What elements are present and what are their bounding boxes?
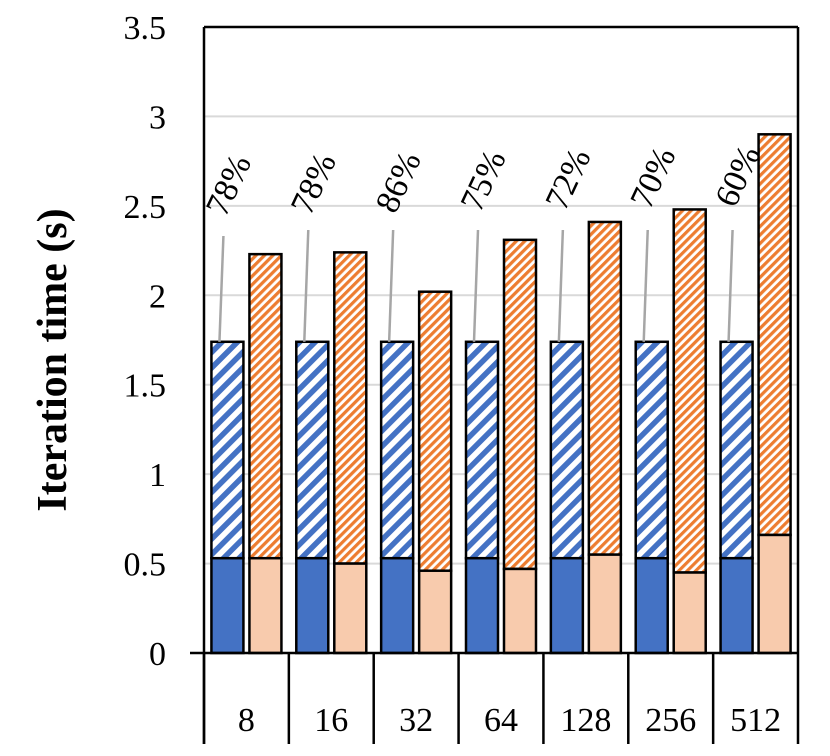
y-tick-label: 1 bbox=[149, 457, 166, 494]
annotation-leader-line bbox=[387, 229, 395, 342]
y-axis-label: Iteration time (s) bbox=[30, 208, 76, 511]
y-tick-label: 1.5 bbox=[124, 368, 167, 405]
x-tick-labels: 8 16 32 64 128 256 512 bbox=[238, 702, 781, 739]
bar-blue-solid-8 bbox=[210, 556, 245, 655]
y-tick-label: 3.5 bbox=[124, 10, 167, 47]
bar-blue-solid-16 bbox=[295, 556, 330, 655]
bar-orange-hatched-64 bbox=[502, 238, 538, 571]
annotation-leader-lines bbox=[218, 229, 734, 342]
bar-orange-hatched-256 bbox=[672, 208, 707, 574]
bar-blue-hatched-128 bbox=[549, 340, 585, 560]
bar-blue-hatched-32 bbox=[379, 340, 415, 560]
percentage-annotation: 70% bbox=[623, 142, 683, 214]
percentage-annotation: 72% bbox=[539, 143, 599, 215]
annotation-leader-line bbox=[642, 229, 649, 342]
axes bbox=[190, 25, 800, 744]
gridlines bbox=[204, 26, 798, 565]
percentage-annotation: 86% bbox=[369, 146, 429, 218]
bar-blue-solid-256 bbox=[634, 556, 669, 655]
y-tick-label: 2 bbox=[149, 278, 166, 315]
annotation-leader-line bbox=[472, 229, 480, 342]
bar-blue-solid-32 bbox=[379, 556, 415, 655]
x-tick-label: 512 bbox=[730, 702, 781, 739]
annotation-leader-line bbox=[557, 229, 565, 342]
bar-peach-solid-32 bbox=[417, 569, 453, 655]
bar-blue-solid-64 bbox=[464, 556, 500, 655]
y-tick-label: 0 bbox=[149, 636, 166, 673]
x-tick-label: 32 bbox=[399, 702, 433, 739]
annotation-leader-line bbox=[727, 229, 734, 342]
bar-blue-hatched-64 bbox=[464, 340, 500, 560]
bar-blue-hatched-256 bbox=[634, 340, 669, 560]
bar-peach-solid-256 bbox=[672, 571, 707, 655]
bar-orange-hatched-512 bbox=[757, 133, 792, 537]
y-tick-label: 2.5 bbox=[124, 189, 167, 226]
bar-blue-hatched-8 bbox=[210, 340, 245, 560]
bar-peach-solid-128 bbox=[587, 553, 623, 655]
bar-blue-hatched-16 bbox=[295, 340, 330, 560]
bar-orange-hatched-16 bbox=[333, 251, 368, 565]
bar-orange-hatched-128 bbox=[587, 220, 623, 556]
bar-blue-solid-128 bbox=[549, 556, 585, 655]
bar-peach-solid-512 bbox=[757, 533, 792, 655]
x-tick-label: 16 bbox=[314, 702, 348, 739]
bar-peach-solid-16 bbox=[333, 562, 368, 655]
bar-peach-solid-64 bbox=[502, 567, 538, 655]
bar-orange-hatched-8 bbox=[248, 252, 283, 560]
annotation-leader-line bbox=[218, 235, 225, 342]
x-tick-label: 256 bbox=[645, 702, 696, 739]
y-tick-labels: 0 0.5 1 1.5 2 2.5 3 3.5 bbox=[124, 10, 167, 673]
x-tick-label: 64 bbox=[484, 702, 518, 739]
bar-blue-hatched-512 bbox=[719, 340, 754, 560]
y-tick-label: 3 bbox=[149, 99, 166, 136]
bar-orange-hatched-32 bbox=[417, 290, 453, 572]
percentage-annotation: 78% bbox=[199, 149, 259, 221]
x-tick-label: 128 bbox=[560, 702, 611, 739]
bar-peach-solid-8 bbox=[248, 556, 283, 655]
y-tick-label: 0.5 bbox=[124, 547, 167, 584]
percentage-annotation: 78% bbox=[284, 148, 344, 220]
x-tick-label: 8 bbox=[238, 702, 255, 739]
bars bbox=[210, 133, 792, 655]
annotation-leader-line bbox=[303, 229, 310, 342]
bar-blue-solid-512 bbox=[719, 556, 754, 655]
